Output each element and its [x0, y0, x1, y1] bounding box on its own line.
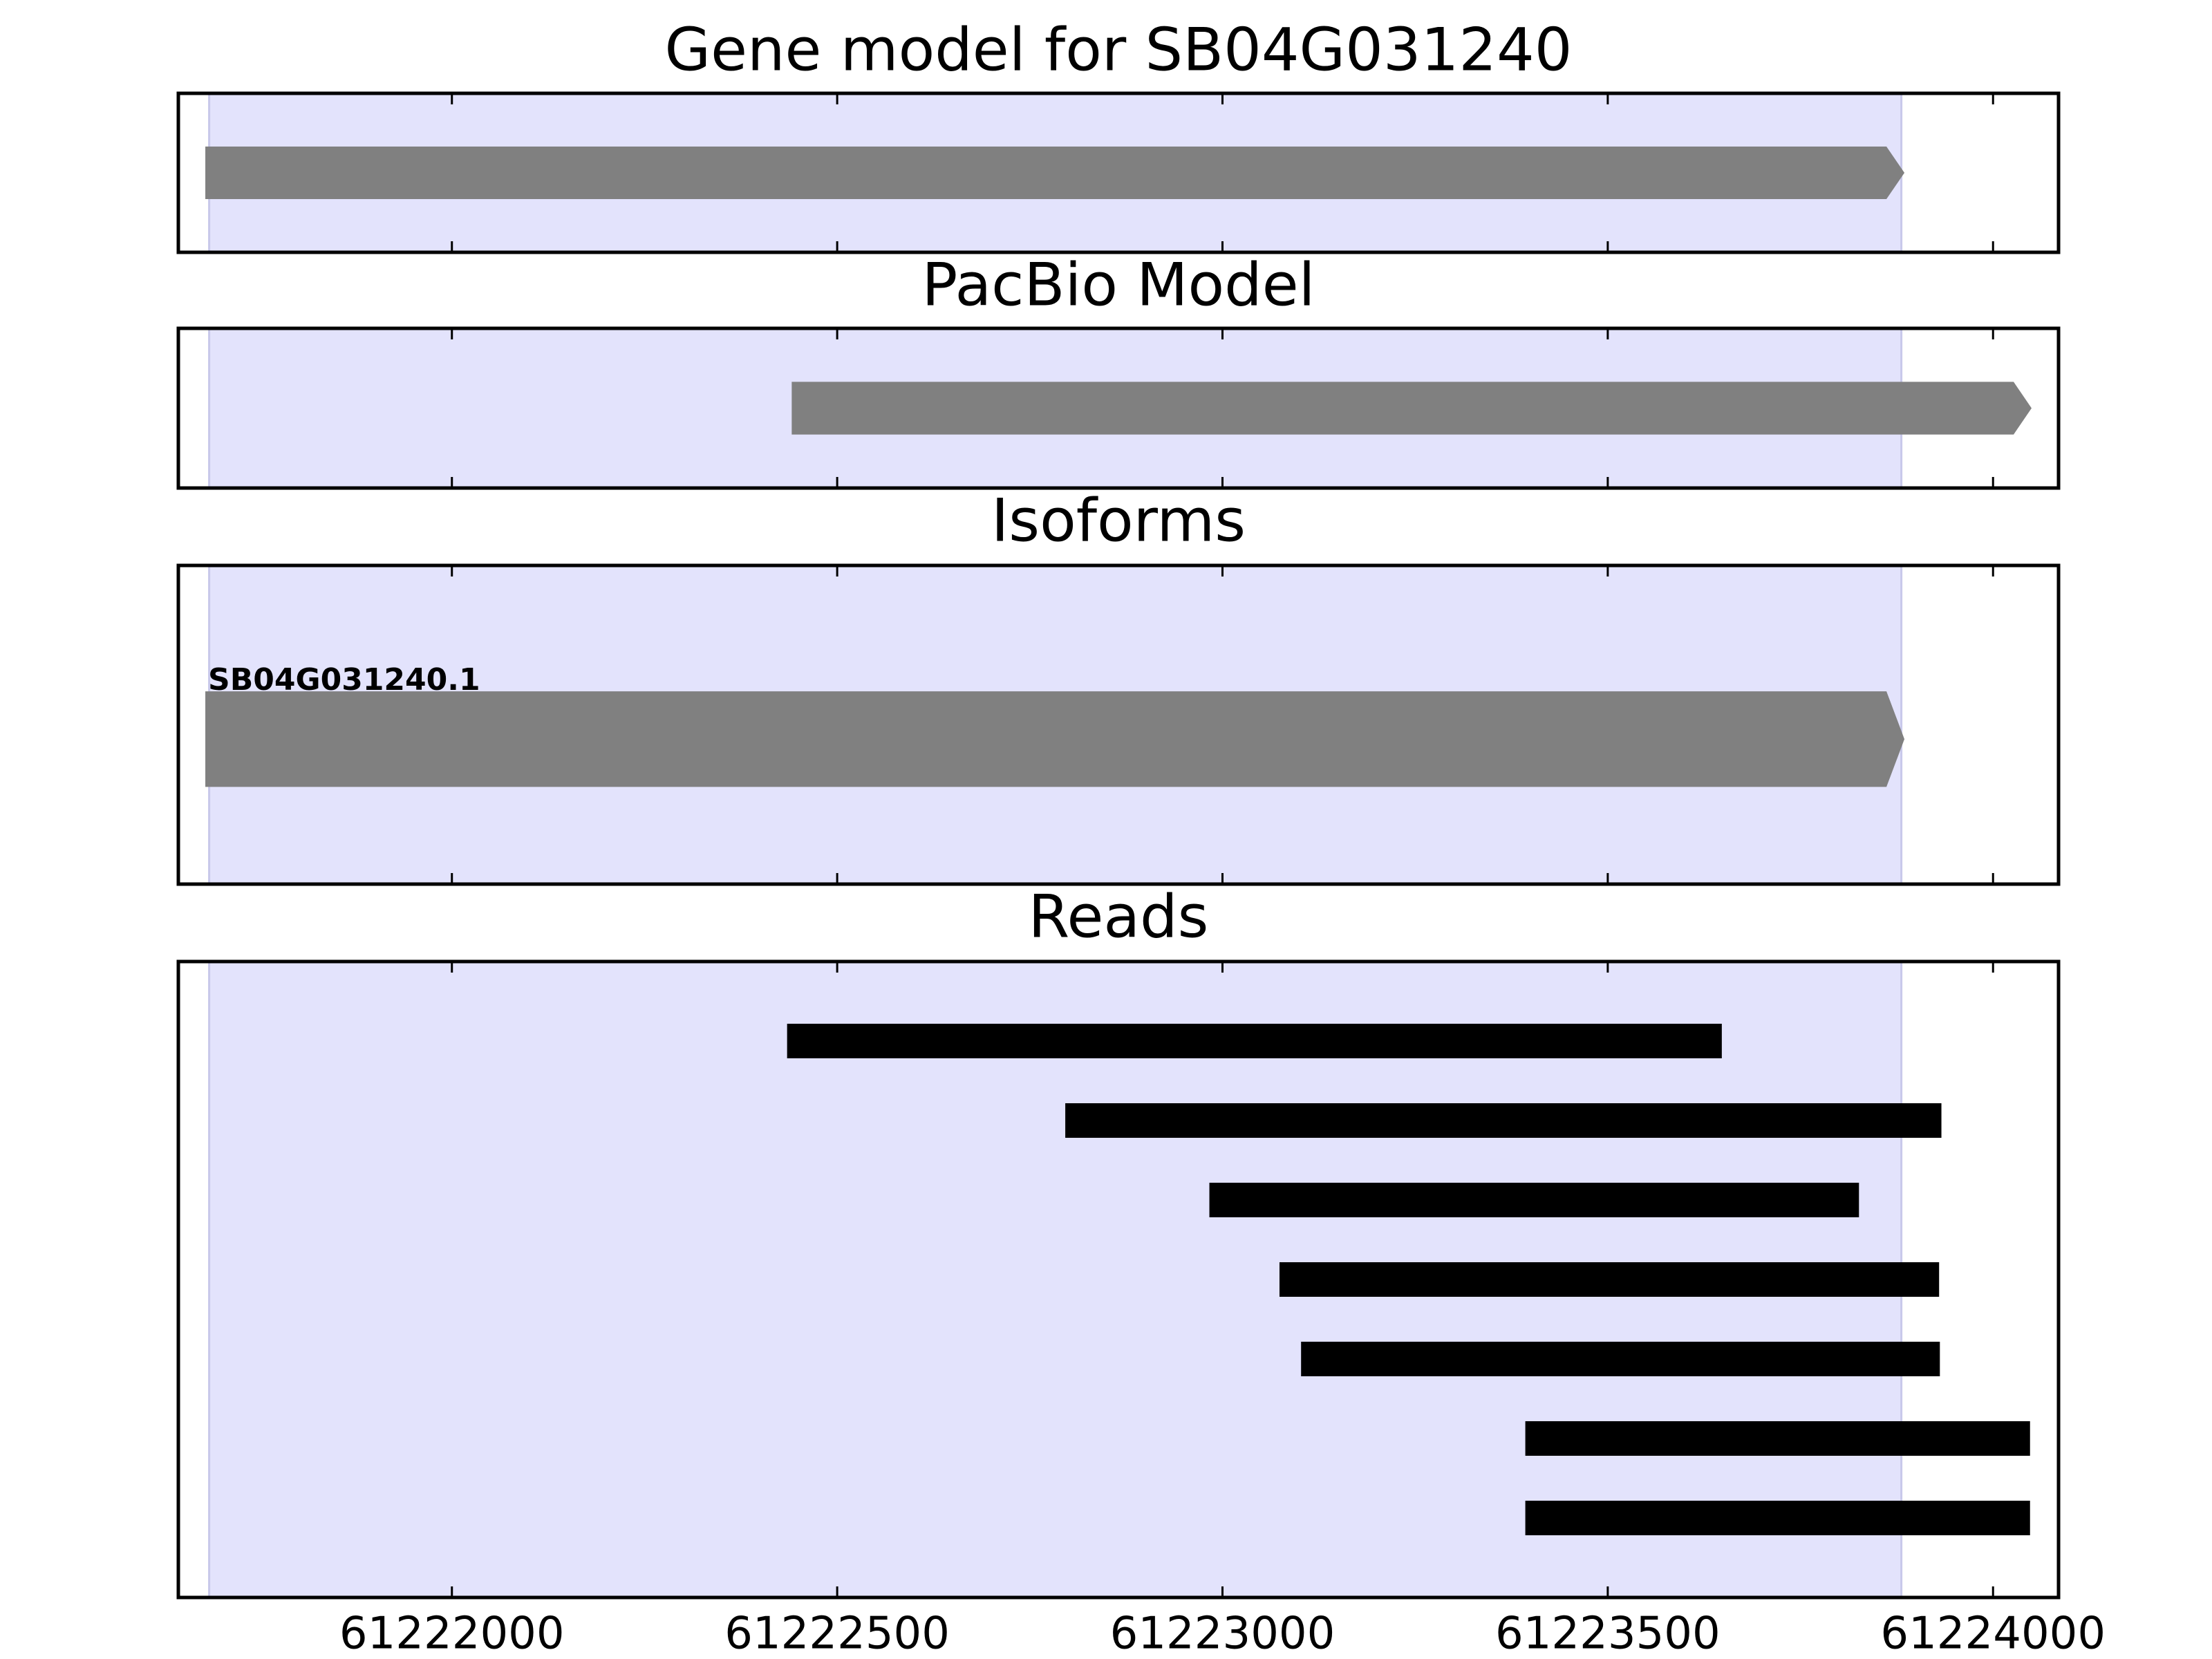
- panel-title: PacBio Model: [921, 250, 1315, 319]
- read: [1525, 1421, 2030, 1456]
- x-tick-label: 61222500: [724, 1609, 950, 1659]
- axes-frame: [176, 326, 2061, 490]
- read: [787, 1024, 1722, 1058]
- read: [1209, 1183, 1859, 1217]
- gene-feature: [791, 382, 2032, 435]
- x-tick-label: 61222000: [339, 1609, 565, 1659]
- isoform-label: SB04G031240.1: [208, 662, 480, 697]
- read: [1065, 1103, 1942, 1138]
- gene-feature: [205, 691, 1905, 787]
- axes-frame: [176, 959, 2061, 1600]
- axes-frame: [176, 563, 2061, 886]
- x-tick-label: 61224000: [1880, 1609, 2106, 1659]
- x-tick-label: 61223000: [1110, 1609, 1335, 1659]
- read: [1279, 1262, 1940, 1297]
- panel-title: Gene model for SB04G031240: [665, 15, 1573, 84]
- panel-title: Reads: [1029, 882, 1209, 951]
- read: [1525, 1501, 2030, 1535]
- panel-title: Isoforms: [991, 486, 1246, 555]
- read: [1301, 1342, 1940, 1376]
- gene-feature: [205, 147, 1905, 199]
- axes-frame: [176, 91, 2061, 254]
- x-tick-label: 61223500: [1495, 1609, 1721, 1659]
